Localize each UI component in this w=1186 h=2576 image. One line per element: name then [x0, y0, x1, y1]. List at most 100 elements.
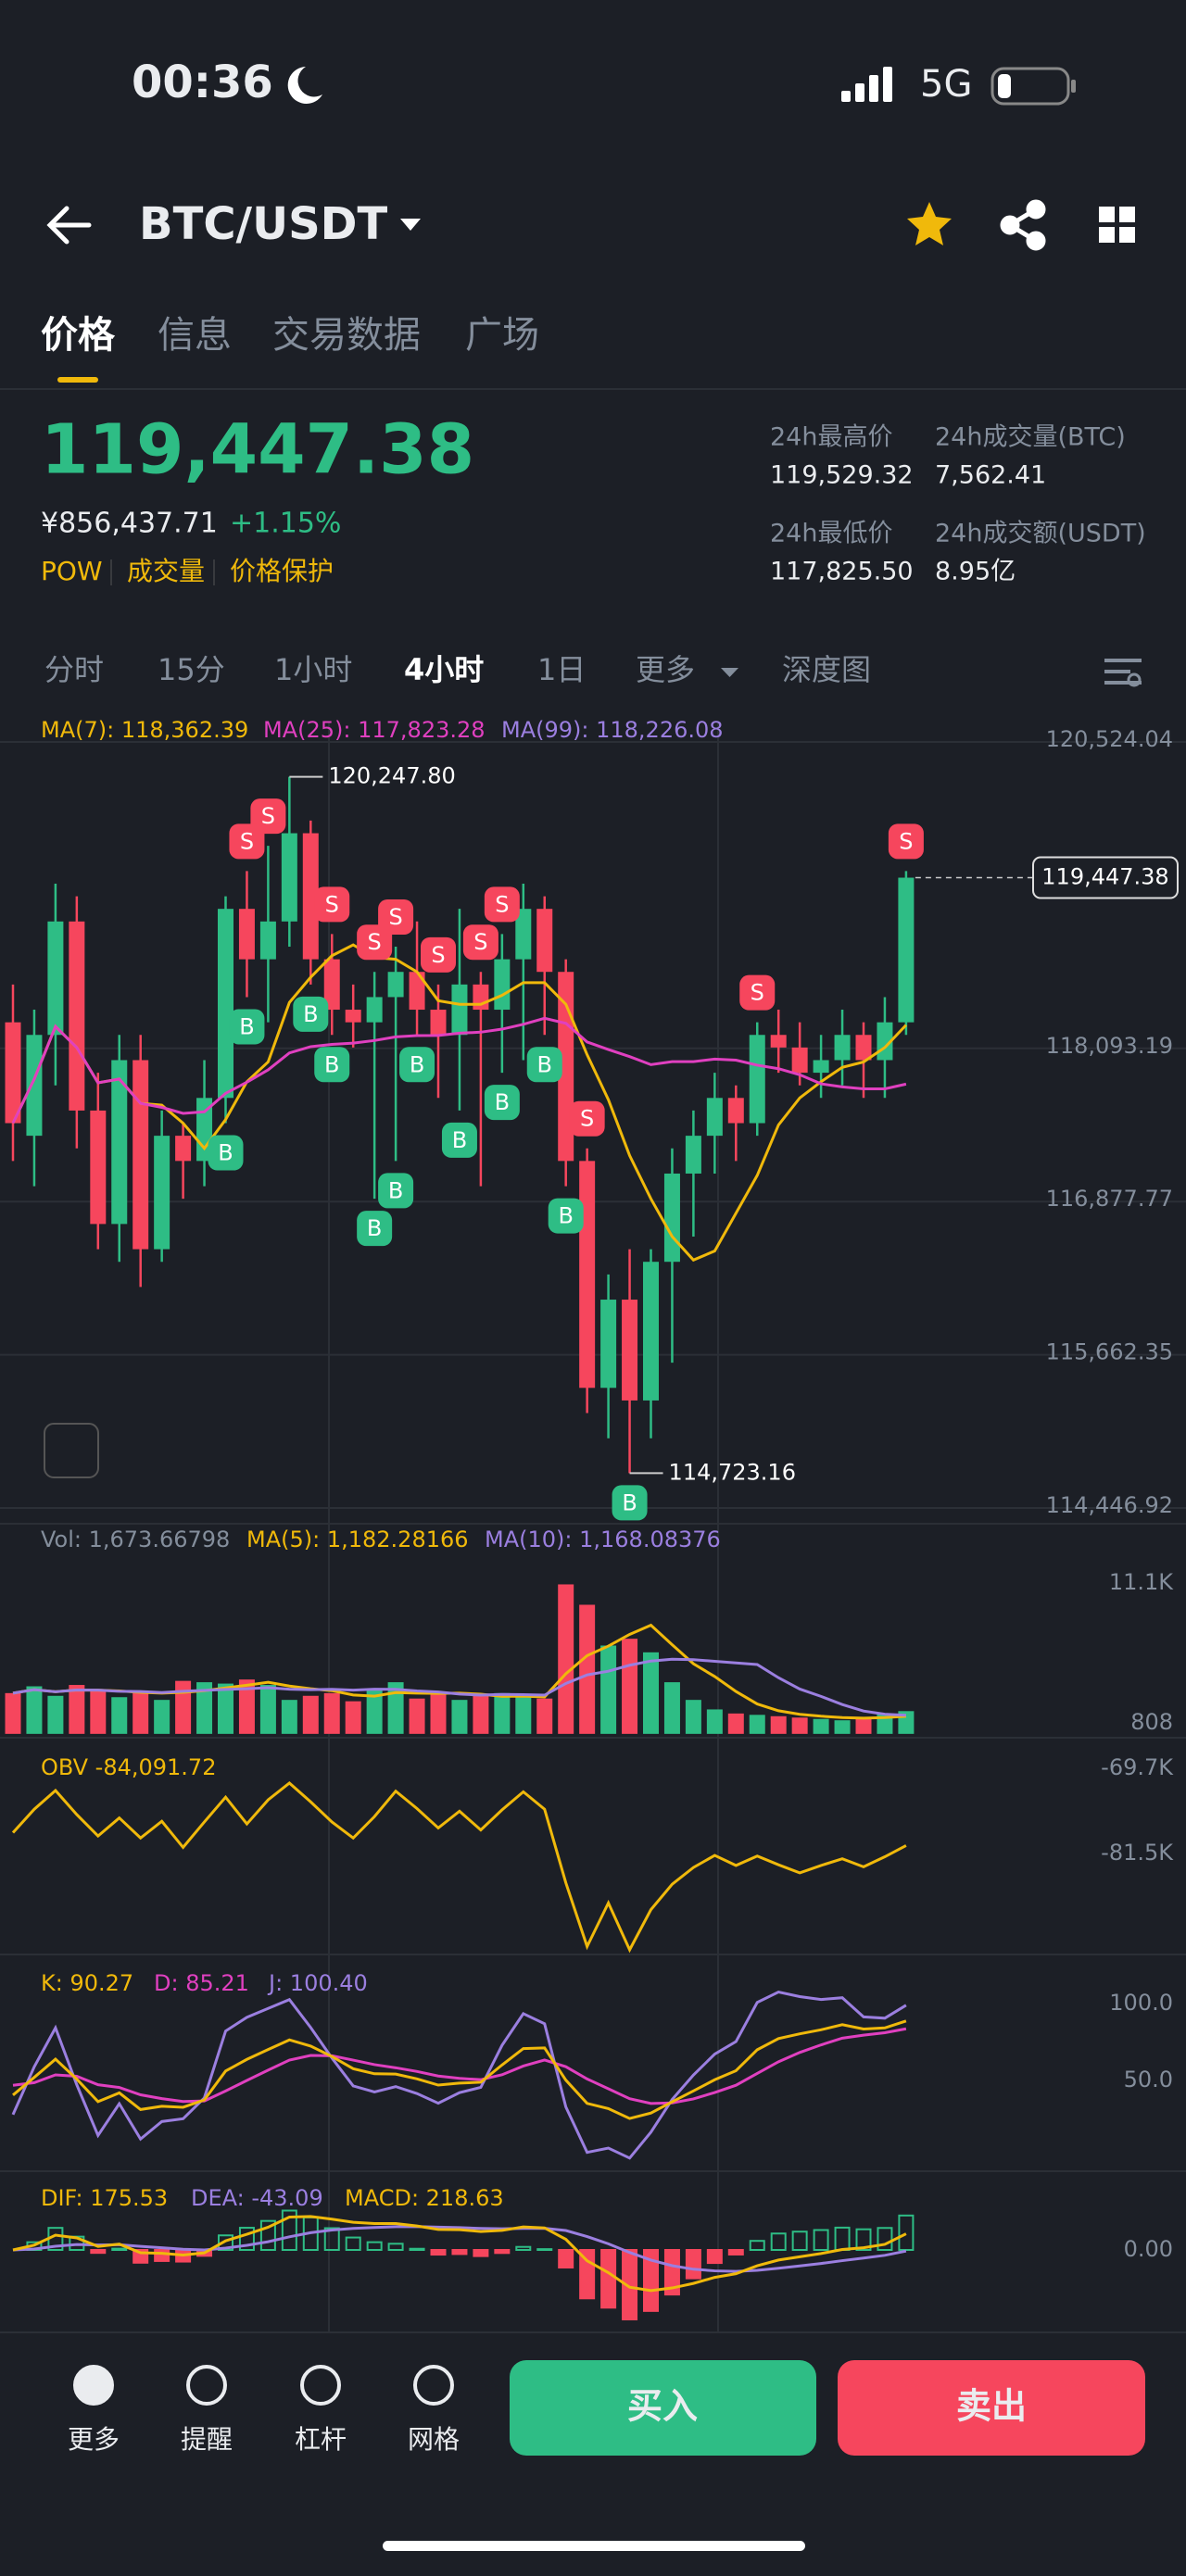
share-button[interactable] [1000, 199, 1046, 251]
tab: 价格 [41, 314, 116, 357]
macd-bar [749, 2240, 765, 2252]
candle-body [494, 959, 511, 1011]
clock: 00:36 [132, 57, 273, 108]
volume-bar [855, 1717, 872, 1734]
volume-tick-label: 808 [1130, 1709, 1173, 1735]
volume-bar [111, 1697, 128, 1734]
buy-button[interactable] [510, 2360, 816, 2456]
macd-bar [685, 2249, 701, 2280]
buy-marker [208, 1135, 244, 1171]
battery-tip [1071, 80, 1076, 93]
volume-bar [196, 1682, 213, 1734]
pair-title[interactable]: BTC/USDT [139, 198, 387, 250]
interval: 深度图 [782, 652, 871, 687]
volume-bar [5, 1692, 21, 1734]
volume-bar [791, 1717, 808, 1734]
expand-button[interactable] [44, 1423, 99, 1478]
macd-bar [387, 2243, 404, 2251]
kdj-label: D: 85.21 [154, 1970, 249, 1996]
tab: 广场 [465, 314, 539, 357]
last-price-box [1032, 856, 1179, 899]
stat-label: 24h成交量(BTC) [935, 423, 1126, 452]
change: +1.15% [230, 508, 341, 540]
macd-bar [600, 2249, 617, 2309]
buy-marker [548, 1198, 584, 1234]
stat-label: 24h最高价 [770, 423, 892, 452]
buy-marker [612, 1485, 648, 1521]
ma-label: MA(25): 117,823.28 [263, 717, 486, 743]
macd-label: DIF: 175.53 [41, 2185, 168, 2211]
volume-bar [302, 1695, 319, 1734]
buy-label[interactable]: 买入 [627, 2386, 698, 2427]
obv-label: OBV -84,091.72 [41, 1754, 216, 1780]
candle-body [409, 972, 425, 1011]
stat-value: 117,825.50 [770, 558, 914, 586]
back-button[interactable] [46, 206, 92, 245]
volume-bar [685, 1700, 701, 1734]
sell-button[interactable] [838, 2360, 1145, 2456]
toolbar-icon[interactable] [186, 2365, 227, 2406]
stat-value: 7,562.41 [935, 461, 1046, 490]
candle-body [302, 833, 319, 960]
macd-bar [622, 2249, 638, 2320]
toolbar-icon[interactable] [300, 2365, 341, 2406]
candle-body [218, 909, 233, 1099]
volume-bar [366, 1690, 383, 1734]
price-tick-label: 118,093.19 [1046, 1033, 1173, 1059]
volume-bar [387, 1682, 404, 1734]
volume-bar [154, 1700, 170, 1734]
chart-settings[interactable] [1104, 659, 1142, 685]
volume-bar [473, 1695, 489, 1734]
toolbar-label[interactable]: 提醒 [181, 2424, 233, 2455]
more-dropdown[interactable] [721, 668, 738, 677]
volume-bar [706, 1709, 723, 1734]
sell-marker [462, 924, 498, 961]
macd-bar [727, 2249, 744, 2256]
macd-bar [877, 2227, 893, 2251]
marker-label: S [495, 891, 509, 917]
marker-label: B [410, 1051, 424, 1077]
macd-bar [238, 2227, 255, 2251]
candle-body [281, 833, 297, 922]
layout-button[interactable] [1099, 207, 1135, 243]
macd-bar [451, 2249, 468, 2256]
toolbar-icon[interactable] [413, 2365, 454, 2406]
dif-line [12, 2215, 907, 2293]
obv [11, 1781, 907, 1954]
toolbar-label[interactable]: 网格 [408, 2424, 460, 2455]
candle-body [366, 997, 383, 1023]
toolbar-label[interactable]: 更多 [68, 2424, 120, 2455]
volume-bar [409, 1698, 425, 1734]
volume-label: MA(5): 1,182.28166 [246, 1527, 469, 1552]
buy-marker [526, 1047, 562, 1083]
pair-dropdown[interactable] [400, 219, 421, 231]
volume-bar [430, 1694, 447, 1734]
marker-label: S [431, 942, 445, 968]
toolbar-icon[interactable] [73, 2365, 114, 2406]
sell-label[interactable]: 卖出 [956, 2386, 1027, 2427]
macd-bar [663, 2249, 680, 2296]
candle-body [69, 921, 85, 1111]
tab: 信息 [158, 314, 232, 357]
candle-body [898, 877, 915, 1023]
macd-bar [218, 2234, 233, 2251]
sell-marker [888, 823, 924, 860]
volume-bar [579, 1604, 596, 1734]
volume-bar [259, 1685, 276, 1734]
toolbar-label[interactable]: 杠杆 [295, 2424, 347, 2455]
price-tick-label: 120,524.04 [1046, 726, 1173, 752]
price-tick-label: 115,662.35 [1046, 1339, 1173, 1365]
candle-body [579, 1161, 596, 1389]
volume-ma10 [12, 1657, 906, 1717]
favorite-star[interactable] [907, 202, 952, 245]
tab-indicator [57, 377, 98, 383]
candle-body [47, 921, 64, 1036]
candle-body [515, 909, 532, 960]
obv-tick-label: -81.5K [1101, 1840, 1174, 1866]
volume-label: MA(10): 1,168.08376 [485, 1527, 721, 1552]
price-tick-label: 116,877.77 [1046, 1186, 1173, 1212]
marker-label: S [325, 891, 339, 917]
candle-body [770, 1035, 787, 1048]
sell-marker [569, 1100, 605, 1137]
ma7-line [11, 943, 907, 1263]
